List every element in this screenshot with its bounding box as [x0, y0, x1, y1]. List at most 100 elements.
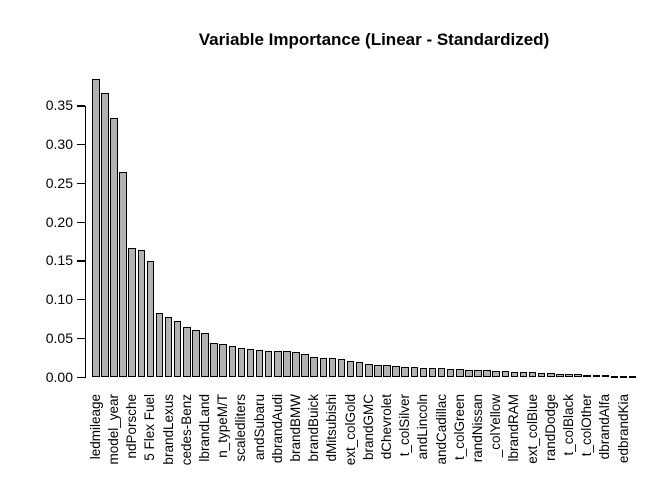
bar [110, 118, 118, 377]
x-axis-label: brandBuick [306, 394, 322, 462]
bar [192, 329, 200, 377]
x-axis-label: andSubaru [251, 394, 267, 461]
y-axis-tick [77, 337, 85, 340]
bar [419, 367, 428, 377]
bar [537, 372, 546, 377]
x-axis-label: ext_colGold [342, 394, 358, 466]
bar [155, 312, 164, 377]
x-axis-label: andCadillac [433, 394, 449, 465]
x-axis-label: brandGMC [360, 394, 376, 461]
y-axis-tick-label: 0.35 [45, 97, 73, 114]
bar [355, 362, 364, 377]
x-axis-label: ext_colBlue [524, 394, 540, 464]
bar [183, 327, 191, 377]
y-axis-tick-label: 0.25 [45, 174, 73, 191]
y-axis-tick [77, 182, 85, 185]
y-axis-tick-label: 0.00 [45, 368, 73, 385]
x-axis-label: 5 Flex Fuel [142, 394, 158, 461]
bar [292, 352, 300, 377]
bar [219, 344, 227, 377]
x-axis-label: dbrandAudi [269, 394, 285, 464]
x-axis-label: lbrandLand [197, 394, 212, 462]
bar [556, 373, 564, 377]
bar [319, 357, 328, 377]
x-axis-label: dChevrolet [379, 394, 394, 460]
y-axis-tick [77, 221, 85, 223]
bar [547, 373, 555, 377]
x-axis-label: t_colBlack [561, 394, 576, 456]
x-axis-label: ledmileage [87, 394, 103, 460]
bar [510, 371, 519, 377]
x-axis-label: dbrandAlfa [597, 394, 613, 460]
bar [164, 317, 173, 377]
bar [255, 349, 264, 377]
bar [346, 360, 355, 377]
bar [601, 375, 610, 378]
bar [310, 356, 318, 377]
x-axis-label: t_colGreen [451, 394, 467, 461]
bar [474, 370, 482, 377]
bar [583, 374, 591, 377]
x-axis-label: t_colSilver [397, 394, 413, 457]
bar [619, 376, 628, 378]
bar [283, 351, 291, 377]
bar [519, 371, 528, 377]
bar [437, 368, 446, 377]
bar [383, 365, 391, 377]
bar [592, 375, 601, 378]
bar [328, 358, 337, 377]
bar [301, 353, 309, 377]
bar [410, 367, 419, 377]
bar [456, 369, 464, 377]
bar [610, 375, 619, 378]
bar [119, 171, 127, 377]
x-axis-label: t_colOther [579, 394, 595, 457]
bar [201, 332, 209, 377]
bar [392, 366, 400, 377]
x-axis-label: cedes-Benz [178, 394, 194, 466]
y-axis-line [85, 105, 87, 378]
y-axis-tick [77, 376, 85, 378]
y-axis-tick-label: 0.30 [45, 136, 73, 152]
bar [446, 368, 455, 377]
bar [492, 370, 500, 377]
x-axis-label: ndPorsche [124, 394, 140, 459]
bar [128, 247, 136, 377]
bar [246, 349, 255, 377]
bar [146, 260, 155, 377]
x-axis-label: andLincoln [415, 394, 431, 460]
bar [274, 351, 282, 377]
bar [374, 364, 382, 377]
bar [365, 363, 373, 377]
chart-title: Variable Importance (Linear - Standardiz… [198, 30, 550, 49]
y-axis-tick [77, 260, 85, 262]
bar [173, 321, 182, 377]
bar [465, 369, 473, 377]
bar [92, 78, 100, 377]
y-axis-tick-label: 0.05 [45, 329, 73, 346]
x-axis-label: randNissan [470, 394, 485, 463]
bar [628, 376, 637, 378]
bar [337, 359, 346, 377]
x-axis-label: dMitsubishi [324, 394, 340, 462]
bar [483, 370, 491, 377]
x-axis-label: lbrandRAM [506, 394, 522, 462]
bar [101, 93, 109, 377]
y-axis-tick [77, 299, 85, 301]
bar [574, 374, 582, 377]
bar [228, 346, 237, 377]
x-axis-label: edbrandKia [615, 394, 631, 464]
x-axis-label: brandLexus [160, 394, 176, 465]
bar [565, 373, 573, 377]
bar [428, 368, 437, 377]
bar [264, 350, 273, 377]
y-axis-tick-label: 0.20 [45, 213, 73, 230]
bar [137, 249, 146, 377]
x-axis-label: scaledliters [233, 394, 249, 462]
x-axis-label: model_year [106, 394, 121, 465]
y-axis-tick [77, 105, 85, 107]
bar [237, 347, 246, 377]
x-axis-label: n_typeM/T [215, 394, 231, 458]
bar [401, 366, 409, 377]
